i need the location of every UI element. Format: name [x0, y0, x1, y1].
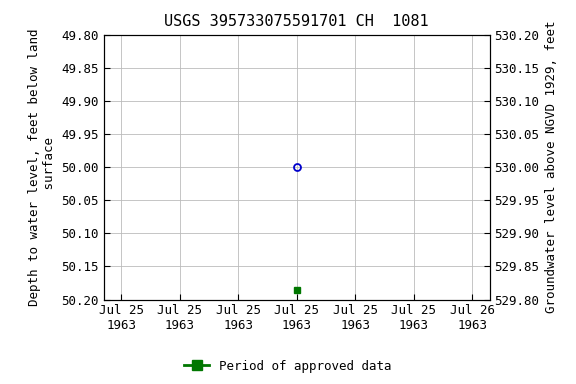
Y-axis label: Groundwater level above NGVD 1929, feet: Groundwater level above NGVD 1929, feet	[545, 21, 558, 313]
Title: USGS 395733075591701 CH  1081: USGS 395733075591701 CH 1081	[164, 14, 429, 29]
Legend: Period of approved data: Period of approved data	[179, 355, 397, 378]
Y-axis label: Depth to water level, feet below land
 surface: Depth to water level, feet below land su…	[28, 28, 56, 306]
